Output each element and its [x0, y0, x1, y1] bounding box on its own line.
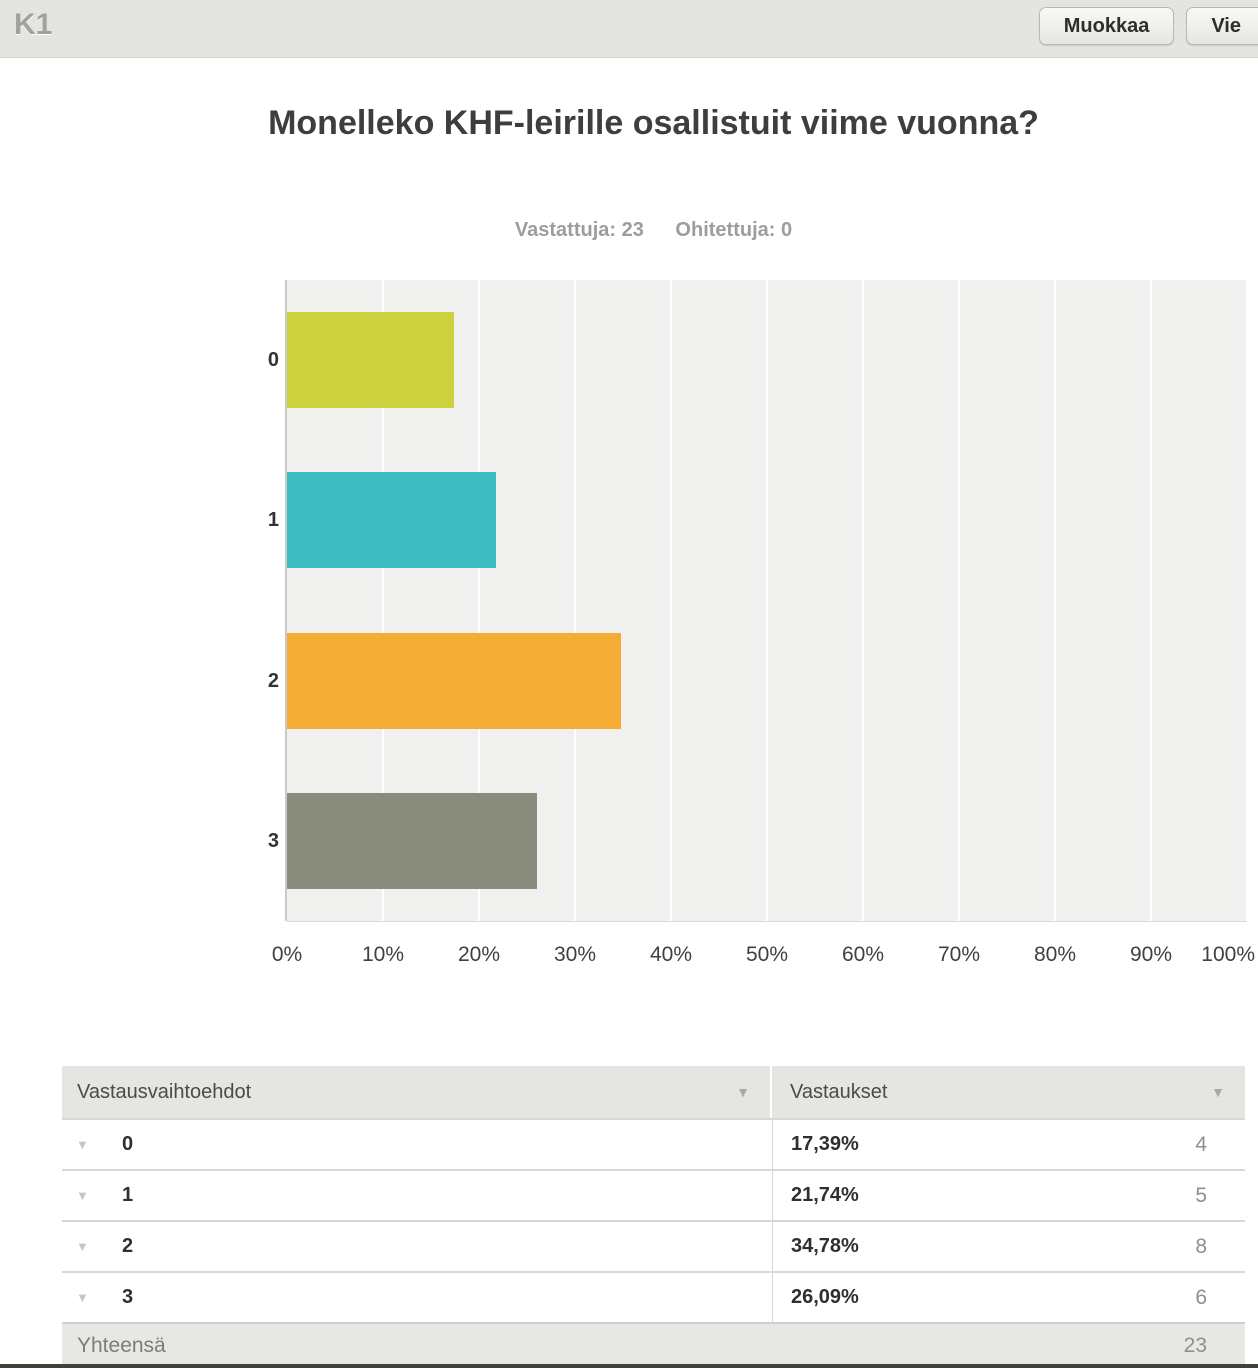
answer-percent: 34,78%: [791, 1235, 859, 1257]
gridline: [1054, 280, 1056, 921]
x-axis-tick-label: 10%: [361, 943, 405, 966]
answer-count: 5: [1195, 1183, 1207, 1207]
row-expand-icon[interactable]: ▼: [76, 1290, 89, 1305]
category-label-slot: 3: [227, 762, 279, 923]
answer-count: 6: [1195, 1285, 1207, 1309]
x-axis-tick-label: 40%: [649, 943, 693, 966]
answer-option-label: 1: [122, 1184, 134, 1206]
table-header-row: Vastausvaihtoehdot ▼ Vastaukset ▼: [62, 1066, 1245, 1118]
answer-count: 4: [1195, 1132, 1207, 1156]
skipped-stat: Ohitettuja: 0: [675, 219, 793, 241]
table-row: ▼ 0 17,39% 4: [62, 1118, 1245, 1169]
table-row: ▼ 2 34,78% 8: [62, 1220, 1245, 1271]
sort-dropdown-icon[interactable]: ▼: [1211, 1084, 1225, 1100]
column-header-answer-options[interactable]: Vastausvaihtoehdot ▼: [62, 1066, 770, 1118]
question-title: Monelleko KHF-leirille osallistuit viime…: [268, 104, 1039, 142]
sort-dropdown-icon[interactable]: ▼: [736, 1084, 750, 1100]
gridline: [862, 280, 864, 921]
gridline: [766, 280, 768, 921]
category-label: 3: [267, 830, 279, 853]
chart-category-axis: 0 1 2 3: [227, 280, 279, 922]
row-expand-icon[interactable]: ▼: [76, 1188, 89, 1203]
answer-option-label: 3: [122, 1286, 134, 1308]
bar-category-2: [287, 632, 621, 729]
x-axis-tick-label: 0%: [271, 943, 303, 966]
answer-count: 8: [1195, 1234, 1207, 1258]
total-label: Yhteensä: [77, 1334, 166, 1357]
column-header-responses[interactable]: Vastaukset ▼: [772, 1066, 1245, 1118]
gridline: [478, 280, 480, 921]
toolbar: K1 Muokkaa Vie: [0, 0, 1258, 58]
x-axis-tick-label: 60%: [841, 943, 885, 966]
gridline: [958, 280, 960, 921]
x-axis-tick-label: 90%: [1129, 943, 1173, 966]
gridline: [1150, 280, 1152, 921]
answered-stat: Vastattuja: 23: [514, 219, 644, 241]
row-expand-icon[interactable]: ▼: [76, 1239, 89, 1254]
gridline: [670, 280, 672, 921]
table-row: ▼ 3 26,09% 6: [62, 1271, 1245, 1322]
answer-percent: 17,39%: [791, 1133, 859, 1155]
answered-count: 23: [621, 219, 644, 241]
results-table: Vastausvaihtoehdot ▼ Vastaukset ▼ ▼ 0 17…: [62, 1066, 1245, 1368]
table-footer-row: Yhteensä 23: [62, 1322, 1245, 1368]
category-label-slot: 0: [227, 280, 279, 441]
category-label-slot: 1: [227, 441, 279, 602]
gridline: [382, 280, 384, 921]
x-axis-tick-label: 20%: [457, 943, 501, 966]
skipped-count: 0: [780, 219, 793, 241]
plot-area: [285, 280, 1248, 922]
answer-option-label: 0: [122, 1133, 134, 1155]
table-row: ▼ 1 21,74% 5: [62, 1169, 1245, 1220]
bar-category-0: [287, 312, 454, 408]
gridline: [574, 280, 576, 921]
bar-category-3: [287, 792, 538, 889]
chart-x-axis: 0% 10% 20% 30% 40% 50% 60% 70% 80% 90% 100%: [272, 943, 1255, 973]
answer-option-label: 2: [122, 1235, 134, 1257]
answer-percent: 26,09%: [791, 1286, 859, 1308]
export-button[interactable]: Vie: [1186, 7, 1258, 45]
edit-button[interactable]: Muokkaa: [1038, 7, 1175, 45]
gridline: [1246, 280, 1248, 921]
row-expand-icon[interactable]: ▼: [76, 1137, 89, 1152]
x-axis-tick-label: 70%: [937, 943, 981, 966]
answer-percent: 21,74%: [791, 1184, 859, 1206]
total-count: 23: [1183, 1334, 1207, 1357]
category-label: 0: [267, 348, 279, 371]
toolbar-buttons: Muokkaa Vie: [1038, 7, 1258, 45]
x-axis-tick-label: 80%: [1033, 943, 1077, 966]
x-axis-tick-label: 100%: [1201, 943, 1255, 966]
category-label: 2: [267, 669, 279, 692]
page-bottom-border: [0, 1364, 1258, 1368]
bar-category-1: [287, 472, 496, 569]
x-axis-tick-label: 30%: [553, 943, 597, 966]
category-label: 1: [267, 509, 279, 532]
question-number-label: K1: [14, 8, 53, 41]
x-axis-tick-label: 50%: [745, 943, 789, 966]
response-stats: Vastattuja: 23 Ohitettuja: 0: [62, 219, 1245, 242]
category-label-slot: 2: [227, 601, 279, 762]
